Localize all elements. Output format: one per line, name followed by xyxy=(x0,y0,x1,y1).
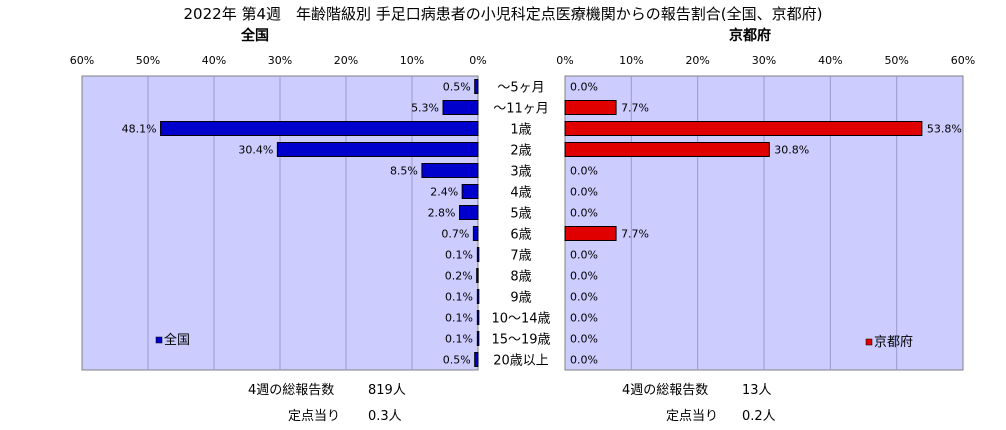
national-bar xyxy=(461,184,479,199)
national-value-label: 0.7% xyxy=(441,228,469,241)
kyoto-value-label: 0.0% xyxy=(570,249,598,262)
national-tick-label: 0% xyxy=(469,54,486,67)
kyoto-total-value: 13人 xyxy=(742,383,772,398)
category-label: 7歳 xyxy=(510,249,531,264)
category-label: ～5ヶ月 xyxy=(497,81,544,96)
category-label: 1歳 xyxy=(510,123,531,138)
kyoto-tick-label: 10% xyxy=(619,54,643,67)
national-value-label: 0.5% xyxy=(443,81,471,94)
national-total-label: 4週の総報告数 xyxy=(248,383,334,398)
category-label: ～11ヶ月 xyxy=(493,102,549,117)
kyoto-legend-swatch xyxy=(865,338,873,346)
kyoto-value-label: 0.0% xyxy=(570,333,598,346)
national-value-label: 48.1% xyxy=(122,123,157,136)
category-label: 15～19歳 xyxy=(491,333,550,348)
national-bar xyxy=(472,226,479,241)
kyoto-legend-label: 京都府 xyxy=(874,335,913,350)
national-tick-label: 50% xyxy=(136,54,160,67)
panel-title-national: 全国 xyxy=(240,27,269,44)
national-value-label: 0.1% xyxy=(445,249,473,262)
category-label: 9歳 xyxy=(510,291,531,306)
kyoto-bar xyxy=(564,226,617,241)
category-label: 3歳 xyxy=(510,165,531,180)
national-legend-swatch xyxy=(155,336,163,344)
category-label: 8歳 xyxy=(510,270,531,285)
national-bar xyxy=(474,79,479,94)
kyoto-tick-label: 30% xyxy=(752,54,776,67)
category-label: 4歳 xyxy=(510,186,531,201)
kyoto-value-label: 0.0% xyxy=(570,354,598,367)
category-labels: ～5ヶ月 ～11ヶ月 1歳 2歳 3歳 4歳 5歳 6歳 7歳 8歳 9歳 10～14歳 15～19歳 2… xyxy=(491,81,550,369)
kyoto-bar xyxy=(564,142,770,157)
national-tick-label: 20% xyxy=(334,54,358,67)
national-value-label: 2.4% xyxy=(430,186,458,199)
national-value-label: 30.4% xyxy=(238,144,273,157)
kyoto-panel: 0% 10% 20% 30% 40% 50% 60% 0.0% 7.7% 53.8% 30.8% 0.… xyxy=(556,54,975,371)
kyoto-value-label: 0.0% xyxy=(570,312,598,325)
chart-title: 2022年 第4週 年齢階級別 手足口病患者の小児科定点医療機関からの報告割合(… xyxy=(184,5,823,23)
kyoto-value-label: 53.8% xyxy=(927,123,962,136)
kyoto-value-label: 0.0% xyxy=(570,207,598,220)
kyoto-total-label: 4週の総報告数 xyxy=(622,383,708,398)
category-label: 5歳 xyxy=(510,207,531,222)
national-value-label: 0.2% xyxy=(445,270,473,283)
national-panel: 0% 10% 20% 30% 40% 50% 60% 0.5% 5.3% 48.1% 30.4% 8.… xyxy=(70,54,487,371)
national-value-label: 0.1% xyxy=(445,312,473,325)
national-tick-label: 10% xyxy=(400,54,424,67)
national-bar xyxy=(476,268,479,283)
national-bar xyxy=(442,100,479,115)
national-value-label: 8.5% xyxy=(390,165,418,178)
kyoto-per-site-value: 0.2人 xyxy=(742,409,776,424)
category-label: 10～14歳 xyxy=(491,312,550,327)
kyoto-tick-label: 40% xyxy=(818,54,842,67)
national-total-value: 819人 xyxy=(368,383,406,398)
national-value-label: 2.8% xyxy=(428,207,456,220)
kyoto-tick-label: 60% xyxy=(951,54,975,67)
category-label: 6歳 xyxy=(510,228,531,243)
kyoto-bar xyxy=(564,121,923,136)
kyoto-value-label: 0.0% xyxy=(570,186,598,199)
kyoto-tick-label: 50% xyxy=(884,54,908,67)
national-bar xyxy=(276,142,479,157)
panel-title-kyoto: 京都府 xyxy=(729,27,771,44)
national-bar xyxy=(476,289,480,304)
kyoto-bar xyxy=(564,100,617,115)
national-per-site-value: 0.3人 xyxy=(368,409,402,424)
kyoto-value-label: 0.0% xyxy=(570,291,598,304)
national-tick-label: 30% xyxy=(268,54,292,67)
national-per-site-label: 定点当り xyxy=(288,409,340,424)
kyoto-per-site-label: 定点当り xyxy=(666,409,718,424)
national-bar xyxy=(476,331,480,346)
national-bar xyxy=(459,205,479,220)
kyoto-tick-label: 0% xyxy=(556,54,573,67)
national-value-label: 0.1% xyxy=(445,291,473,304)
national-bar xyxy=(421,163,479,178)
national-value-label: 5.3% xyxy=(411,102,439,115)
national-bar xyxy=(476,310,480,325)
kyoto-tick-label: 20% xyxy=(685,54,709,67)
national-value-label: 0.1% xyxy=(445,333,473,346)
national-legend-label: 全国 xyxy=(164,332,190,348)
national-tick-label: 40% xyxy=(202,54,226,67)
national-bar xyxy=(474,352,479,367)
kyoto-value-label: 30.8% xyxy=(774,144,809,157)
national-bar xyxy=(160,121,479,136)
kyoto-value-label: 7.7% xyxy=(621,228,649,241)
kyoto-value-label: 0.0% xyxy=(570,81,598,94)
kyoto-value-label: 7.7% xyxy=(621,102,649,115)
national-bar xyxy=(476,247,480,262)
national-value-label: 0.5% xyxy=(443,354,471,367)
national-tick-label: 60% xyxy=(70,54,94,67)
kyoto-value-label: 0.0% xyxy=(570,165,598,178)
kyoto-value-label: 0.0% xyxy=(570,270,598,283)
category-label: 2歳 xyxy=(510,144,531,159)
category-label: 20歳以上 xyxy=(493,354,549,369)
